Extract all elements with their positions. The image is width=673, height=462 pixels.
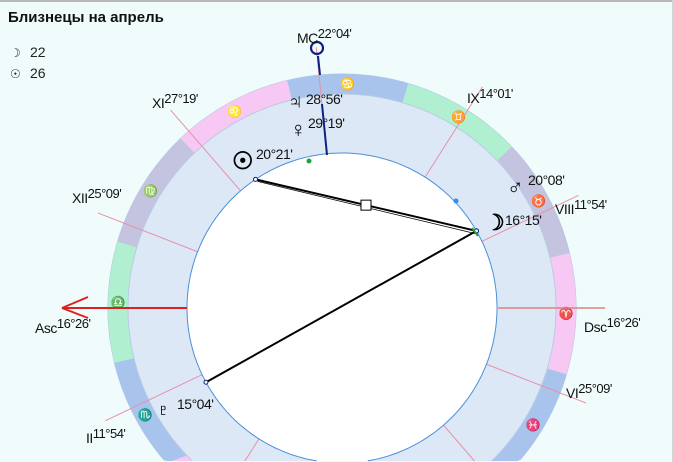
window-top-border [0,0,673,2]
zodiac-sign-glyph: ♈ [558,307,573,321]
house-cusp-line [424,86,483,178]
zodiac-sign-glyph: ♓ [526,418,541,432]
house-xii-label: XII25°09' [72,186,122,206]
zodiac-sign-segment [547,253,576,375]
jupiter-degree: 28°56' [306,91,343,107]
jupiter-icon: ♃ [287,89,304,114]
zodiac-sign-segment [180,80,292,153]
sun-degree: 20°21' [256,146,293,162]
moon-icon: ☽ [10,46,21,60]
zodiac-sign-glyph: ♉ [531,194,546,208]
sun-icon: ☉ [10,67,21,81]
asc-arrow-icon [61,296,102,319]
house-cusp-line [481,194,579,242]
asc-label: Asc16°26' [35,316,91,336]
zodiac-sign-segment [497,146,570,258]
moon-icon: ☽ [485,210,505,235]
planet-point [253,176,259,182]
planet-point [203,379,209,385]
venus-icon: ♀ [290,117,307,142]
moon-degree: 16°15' [505,212,542,228]
zodiac-sign-glyph: ♎ [111,295,126,309]
house-vi-label: VI25°09' [566,381,612,401]
house-cusp-line [244,438,260,462]
zodiac-sign-segment [108,241,137,363]
planet-point-green [306,158,312,164]
legend-moon: ☽ 22 [10,44,46,60]
zodiac-sign-glyph: ♋ [340,77,355,91]
mars-degree: 20°08' [528,172,565,188]
zodiac-sign-glyph: ♍ [143,184,158,198]
zodiac-sign-segment [114,358,187,461]
venus-degree: 29°19' [308,115,345,131]
square-aspect-icon [360,199,372,211]
house-ix-label: IX14°01' [467,86,513,106]
chart-title: Близнецы на апрель [8,9,164,26]
house-cusp-line [486,363,587,404]
mc-icon [309,40,325,56]
legend-sun: ☉ 26 [10,65,46,81]
zodiac-sign-segment [172,455,282,461]
planet-point-blue [453,198,459,204]
house-cusp-line [105,374,203,422]
planet-marker-green [471,227,479,237]
ring-inner-edge [127,93,557,462]
zodiac-sign-glyph: ♊ [451,110,466,124]
pluto-degree: 15°04' [177,396,214,412]
mc-line [317,55,321,76]
dsc-label: Dsc16°26' [584,315,641,335]
planet-pointer-line [321,103,328,156]
house-cusp-line [170,109,241,192]
pluto-icon: ♇ [155,397,172,422]
aspect-line-opposition [205,230,477,384]
sun-icon: ☉ [232,148,254,175]
mc-label: MC22°04' [297,26,352,46]
zodiac-sign-segment [117,138,195,248]
zodiac-sign-glyph: ♏ [138,408,153,422]
aspect-circle-edge [367,351,492,462]
house-cusp-line [97,212,198,253]
house-viii-label: VIII11°54' [555,197,607,217]
zodiac-sign-glyph: ♌ [227,104,242,118]
house-xi-label: XI27°19' [152,91,198,111]
house-ii-label: II11°54' [86,426,126,446]
zodiac-sign-segment [287,74,409,103]
house-cusp-line [443,424,475,462]
zodiac-sign-segment [402,83,512,161]
mars-icon: ♂ [507,174,524,199]
